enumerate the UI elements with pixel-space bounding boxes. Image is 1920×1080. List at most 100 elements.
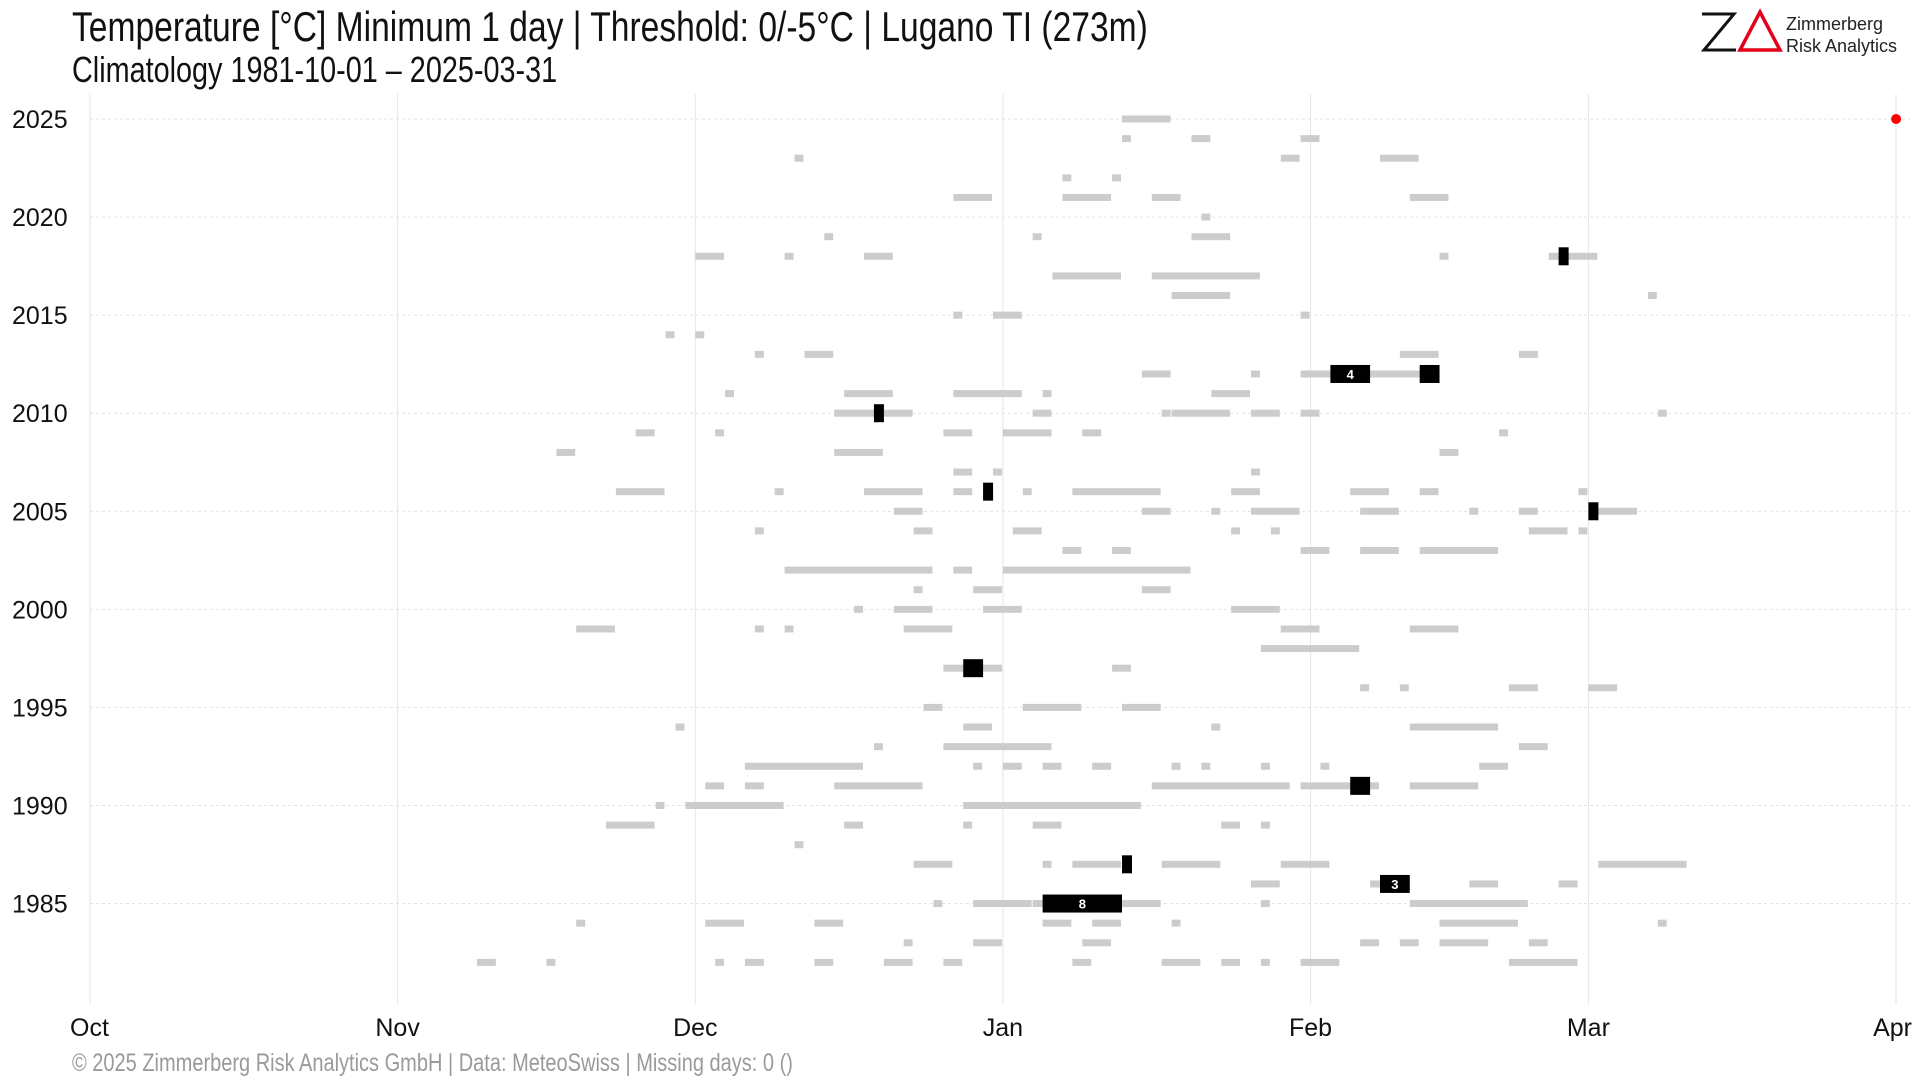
below-0-run bbox=[1082, 429, 1102, 437]
below-0-run bbox=[1141, 507, 1171, 515]
run-length-label: 8 bbox=[1079, 897, 1086, 912]
below-0-run bbox=[973, 762, 983, 770]
below-0-run bbox=[1300, 135, 1320, 143]
below-0-run bbox=[1002, 566, 1191, 574]
below-0-run bbox=[973, 900, 1032, 908]
below-0-run bbox=[1518, 743, 1548, 751]
below-0-run bbox=[1548, 252, 1598, 260]
below-0-run bbox=[1092, 919, 1121, 927]
below-0-run bbox=[1280, 860, 1330, 868]
below-0-run bbox=[1221, 958, 1241, 966]
below-0-run bbox=[1122, 115, 1171, 123]
below-0-run bbox=[606, 821, 655, 829]
below-0-run bbox=[1211, 723, 1221, 731]
below-0-run bbox=[1439, 939, 1489, 947]
below-0-run bbox=[1479, 762, 1508, 770]
below-0-run bbox=[1032, 233, 1042, 241]
below-0-run bbox=[1191, 135, 1211, 143]
below-0-run bbox=[1201, 213, 1211, 221]
below-0-run bbox=[1598, 860, 1687, 868]
below-0-run bbox=[1270, 527, 1280, 535]
below-0-run bbox=[675, 723, 685, 731]
below-0-run bbox=[933, 900, 943, 908]
below-0-run bbox=[943, 429, 973, 437]
y-axis-labels: 1985 1990 1995 2000 2005 2010 2015 2020 2025 bbox=[12, 106, 68, 919]
y-tick-label: 1985 bbox=[12, 891, 68, 919]
below-0-run bbox=[1042, 390, 1052, 398]
below-0-run bbox=[685, 801, 784, 809]
below-0-run bbox=[1002, 762, 1022, 770]
below-0-run bbox=[1141, 370, 1171, 378]
below-0-run bbox=[1558, 880, 1578, 888]
below-0-run bbox=[854, 605, 863, 613]
below-0-run bbox=[1122, 703, 1161, 711]
below-0-run bbox=[1528, 939, 1548, 947]
below-0-run bbox=[1360, 507, 1399, 515]
current-day-point bbox=[1891, 114, 1902, 124]
below-0-run bbox=[1251, 880, 1280, 888]
below-0-run bbox=[1072, 488, 1161, 496]
below-0-run bbox=[814, 919, 844, 927]
below-0-run bbox=[913, 527, 933, 535]
below-0-run bbox=[953, 566, 973, 574]
below-0-run bbox=[1360, 684, 1370, 692]
below-0-run bbox=[963, 723, 992, 731]
below-0-run bbox=[1320, 762, 1330, 770]
below-0-run bbox=[953, 193, 992, 201]
below-0-run bbox=[893, 605, 933, 613]
below-0-run bbox=[953, 390, 1022, 398]
below-0-run bbox=[1260, 900, 1270, 908]
below-0-run bbox=[1439, 252, 1449, 260]
below-0-run bbox=[1112, 174, 1121, 182]
y-tick-label: 2015 bbox=[12, 302, 68, 330]
y-tick-label: 1990 bbox=[12, 792, 68, 820]
below-0-run bbox=[665, 331, 675, 339]
below-0-run bbox=[943, 743, 1052, 751]
below-0-run bbox=[744, 762, 863, 770]
below-0-run bbox=[1409, 782, 1479, 790]
below-minus5-run bbox=[1042, 894, 1122, 913]
below-0-run bbox=[1499, 429, 1508, 437]
below-0-run bbox=[1211, 507, 1221, 515]
below-0-run bbox=[1399, 684, 1409, 692]
below-0-run bbox=[744, 958, 764, 966]
below-0-run bbox=[1518, 350, 1538, 358]
below-0-run bbox=[1161, 860, 1221, 868]
x-tick-label: Apr bbox=[1873, 1014, 1912, 1042]
below-0-run bbox=[1260, 645, 1360, 653]
company-logo: Zimmerberg Risk Analytics bbox=[1700, 6, 1900, 62]
below-0-run bbox=[784, 566, 933, 574]
below-0-run bbox=[1171, 292, 1231, 300]
below-minus5-run bbox=[963, 659, 984, 678]
x-tick-label: Jan bbox=[983, 1014, 1023, 1042]
below-0-run bbox=[834, 448, 883, 456]
below-0-run bbox=[1588, 507, 1637, 515]
below-0-run bbox=[754, 527, 764, 535]
run-length-label: 4 bbox=[1347, 367, 1355, 382]
below-0-run bbox=[953, 311, 963, 319]
below-0-run bbox=[794, 154, 804, 162]
below-0-run bbox=[1469, 880, 1499, 888]
below-0-run bbox=[1032, 409, 1052, 417]
below-0-run bbox=[1578, 488, 1588, 496]
below-0-run bbox=[1112, 547, 1131, 554]
below-0-run bbox=[864, 488, 923, 496]
below-0-run bbox=[1112, 664, 1131, 672]
below-0-run bbox=[1062, 174, 1072, 182]
below-0-run bbox=[1518, 507, 1538, 515]
below-0-run bbox=[1260, 762, 1270, 770]
below-minus5-run bbox=[983, 482, 994, 501]
below-0-run bbox=[1072, 958, 1092, 966]
below-0-run bbox=[1231, 527, 1241, 535]
below-0-run bbox=[1300, 547, 1330, 554]
below-0-run bbox=[1409, 900, 1528, 908]
below-0-run bbox=[844, 821, 863, 829]
x-tick-label: Nov bbox=[375, 1014, 420, 1042]
data-marks: 4 3 8 bbox=[477, 114, 1902, 966]
below-0-run bbox=[1260, 958, 1270, 966]
below-0-run bbox=[1151, 272, 1260, 280]
below-0-run bbox=[1399, 939, 1419, 947]
below-0-run bbox=[1151, 782, 1290, 790]
below-0-run bbox=[1300, 958, 1340, 966]
below-0-run bbox=[993, 468, 1002, 476]
